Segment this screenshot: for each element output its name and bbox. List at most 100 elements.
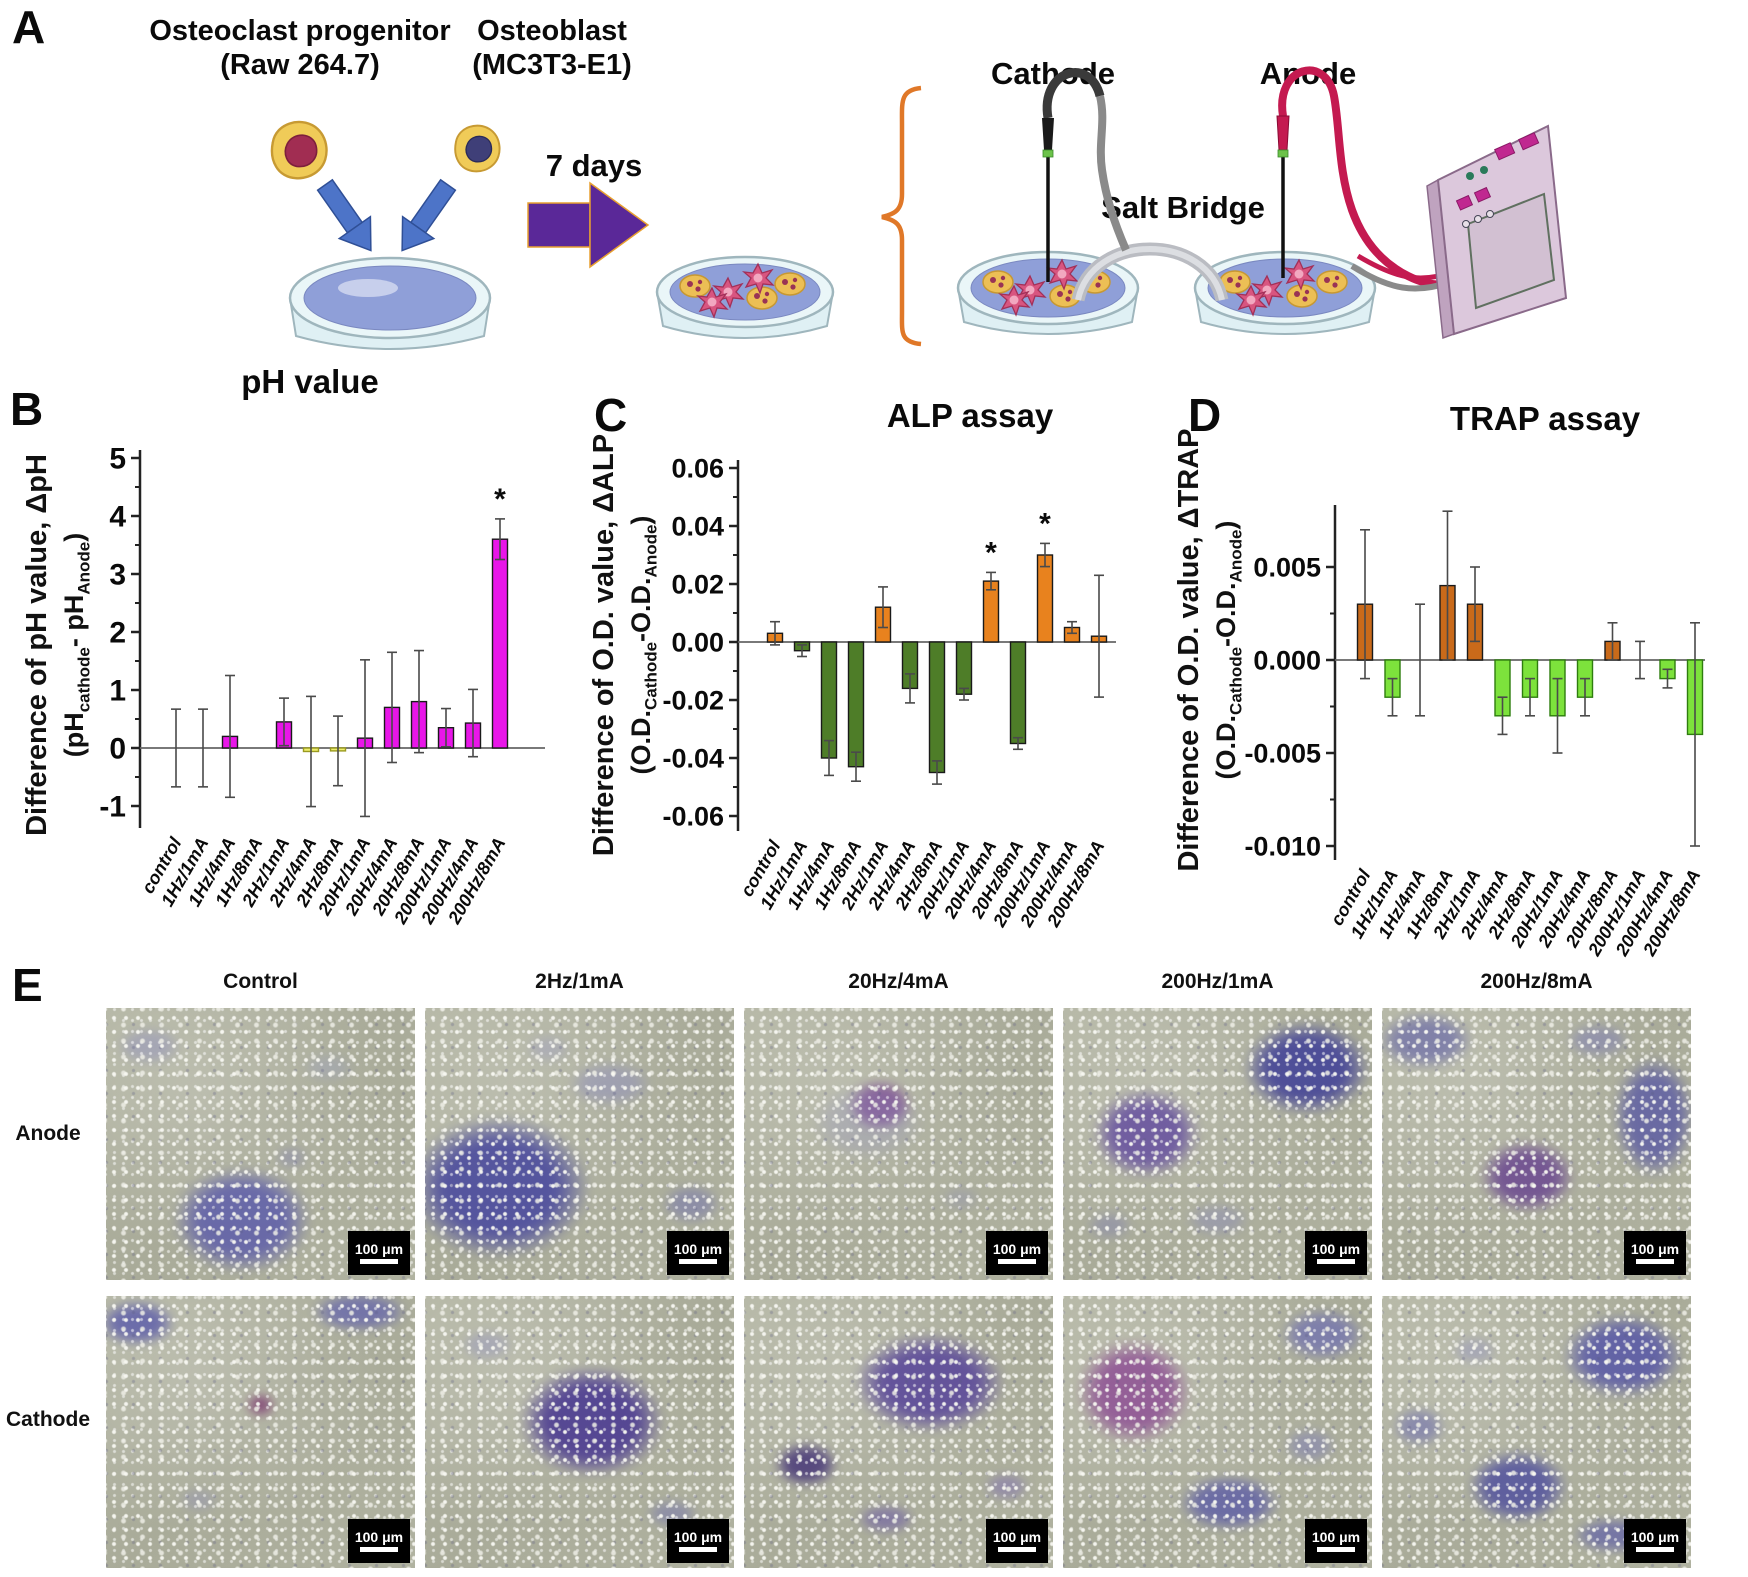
- osteoblast-label-line2: (MC3T3-E1): [472, 49, 632, 81]
- stained-cell-cluster: [570, 1062, 651, 1106]
- scale-bar-label: 100 μm: [1630, 1529, 1680, 1545]
- scale-bar-label: 100 μm: [1630, 1241, 1680, 1257]
- svg-text:20Hz/8mA: 20Hz/8mA: [368, 834, 429, 919]
- svg-text:1Hz/1mA: 1Hz/1mA: [1347, 866, 1402, 942]
- scale-bar-label: 100 μm: [1311, 1241, 1361, 1257]
- stained-cell-cluster: [774, 1442, 837, 1487]
- svg-text:20Hz/1mA: 20Hz/1mA: [314, 834, 375, 919]
- scale-bar-label: 100 μm: [673, 1241, 723, 1257]
- stained-cell-cluster: [526, 1035, 571, 1063]
- chart-alp: 0.060.040.020.00-0.02-0.04-0.06control1H…: [662, 397, 1116, 931]
- chart-ph: 543210-1control1Hz/1mA1Hz/4mA1Hz/8mA2Hz/…: [99, 363, 545, 928]
- svg-text:1Hz/1mA: 1Hz/1mA: [157, 834, 212, 910]
- micrograph-grid: 100 μm 100 μm 100 μm 100 μm 100 μm 100 μm 100 …: [106, 1008, 1691, 1568]
- stained-cell-cluster: [1282, 1309, 1363, 1359]
- scale-bar-label: 100 μm: [354, 1241, 404, 1257]
- svg-text:200Hz/8mA: 200Hz/8mA: [444, 834, 510, 928]
- stained-cell-cluster: [303, 1054, 354, 1082]
- osteoblast-cell: [454, 124, 501, 173]
- stained-cell-cluster: [1480, 1141, 1574, 1212]
- row-label-cathode: Cathode: [6, 1408, 90, 1431]
- scale-bar-label: 100 μm: [992, 1529, 1042, 1545]
- stained-cell-cluster: [1382, 1013, 1472, 1068]
- stained-cell-cluster: [118, 1028, 181, 1064]
- svg-text:*: *: [494, 483, 506, 516]
- svg-text:2Hz/1mA: 2Hz/1mA: [238, 834, 294, 911]
- svg-text:20Hz/8mA: 20Hz/8mA: [1561, 866, 1622, 951]
- scale-bar-label: 100 μm: [1311, 1529, 1361, 1545]
- column-header-control: Control: [223, 970, 298, 993]
- svg-text:*: *: [985, 536, 997, 569]
- stained-cell-cluster: [1285, 1429, 1335, 1462]
- svg-text:2Hz/1mA: 2Hz/1mA: [1429, 866, 1485, 943]
- duration-label: 7 days: [546, 148, 643, 183]
- svg-text:1Hz/4mA: 1Hz/4mA: [1374, 866, 1429, 942]
- svg-text:-0.005: -0.005: [1244, 738, 1321, 768]
- micrograph-column-headers: Control 2Hz/1mA 20Hz/4mA 200Hz/1mA 200Hz…: [106, 970, 1691, 994]
- stained-cell-cluster: [941, 1187, 979, 1210]
- experiment-diagram: Osteoclast progenitor (Raw 264.7) Osteob…: [149, 15, 1568, 350]
- micrograph-anode-200hz-8ma: 100 μm: [1382, 1008, 1691, 1280]
- scale-bar: 100 μm: [986, 1519, 1048, 1563]
- stained-cell-cluster: [1180, 1475, 1280, 1530]
- panel-e-letter: E: [12, 959, 43, 1011]
- salt-bridge-tube: [1071, 242, 1229, 302]
- svg-text:200Hz/1mA: 200Hz/1mA: [989, 837, 1055, 931]
- svg-text:20Hz/1mA: 20Hz/1mA: [913, 837, 974, 922]
- svg-text:-0.010: -0.010: [1244, 831, 1321, 861]
- panel-c-letter: C: [594, 389, 628, 441]
- svg-text:2Hz/8mA: 2Hz/8mA: [292, 834, 348, 911]
- micrograph-cathode-200hz-1ma: 100 μm: [1063, 1296, 1372, 1568]
- stained-cell-cluster: [1186, 1203, 1249, 1237]
- svg-text:control: control: [1327, 865, 1375, 929]
- svg-text:200Hz/4mA: 200Hz/4mA: [1016, 837, 1082, 931]
- stained-cell-cluster: [275, 1146, 307, 1169]
- micrograph-cathode-20hz-4ma: 100 μm: [744, 1296, 1053, 1568]
- stained-cell-cluster: [858, 1505, 914, 1533]
- stained-cell-cluster: [985, 1472, 1029, 1500]
- svg-text:1Hz/8mA: 1Hz/8mA: [810, 837, 865, 913]
- svg-text:0.06: 0.06: [671, 453, 724, 483]
- stained-cell-cluster: [662, 1184, 719, 1223]
- column-header-200hz-8ma: 200Hz/8mA: [1480, 970, 1593, 993]
- scale-bar: 100 μm: [1305, 1231, 1367, 1275]
- stained-cell-cluster: [1567, 1024, 1630, 1057]
- svg-text:200Hz/8mA: 200Hz/8mA: [1043, 837, 1109, 931]
- micrograph-anode-200hz-1ma: 100 μm: [1063, 1008, 1372, 1280]
- scale-bar: 100 μm: [667, 1519, 729, 1563]
- osteoclast-label-line2: (Raw 264.7): [220, 49, 380, 81]
- svg-text:5: 5: [109, 443, 126, 476]
- svg-text:2Hz/4mA: 2Hz/4mA: [864, 837, 920, 914]
- scale-bar: 100 μm: [348, 1519, 410, 1563]
- stained-cell-cluster: [173, 1168, 310, 1272]
- micrograph-anode-2hz-1ma: 100 μm: [425, 1008, 734, 1280]
- bracket-icon: [881, 85, 922, 347]
- svg-text:pH value: pH value: [241, 363, 379, 400]
- scale-bar-label: 100 μm: [673, 1529, 723, 1545]
- stained-cell-cluster: [425, 1116, 589, 1259]
- scale-bar: 100 μm: [348, 1231, 410, 1275]
- svg-text:20Hz/4mA: 20Hz/4mA: [1534, 866, 1595, 951]
- svg-text:-1: -1: [99, 791, 126, 824]
- panel-d-letter: D: [1188, 389, 1222, 441]
- svg-text:ALP assay: ALP assay: [887, 397, 1054, 434]
- svg-text:2Hz/8mA: 2Hz/8mA: [1484, 866, 1540, 943]
- panel-a-letter: A: [12, 1, 46, 53]
- svg-text:0.005: 0.005: [1253, 552, 1321, 582]
- osteoclast-label-line1: Osteoclast progenitor: [149, 15, 450, 47]
- svg-text:20Hz/8mA: 20Hz/8mA: [967, 837, 1028, 922]
- svg-text:1Hz/8mA: 1Hz/8mA: [1402, 866, 1457, 942]
- scale-bar: 100 μm: [1305, 1519, 1367, 1563]
- stained-cell-cluster: [855, 1334, 1004, 1432]
- svg-text:0.00: 0.00: [671, 627, 724, 657]
- osteoclast-progenitor-cell: [270, 120, 328, 180]
- stained-cell-cluster: [1453, 1336, 1497, 1364]
- svg-text:3: 3: [109, 559, 126, 592]
- svg-text:0.04: 0.04: [671, 511, 724, 541]
- svg-text:TRAP assay: TRAP assay: [1450, 400, 1641, 437]
- scale-bar: 100 μm: [1624, 1231, 1686, 1275]
- stained-cell-cluster: [520, 1366, 663, 1476]
- stained-cell-cluster: [849, 1081, 911, 1131]
- power-supply: [1426, 124, 1568, 340]
- micrograph-cathode-control: 100 μm: [106, 1296, 415, 1568]
